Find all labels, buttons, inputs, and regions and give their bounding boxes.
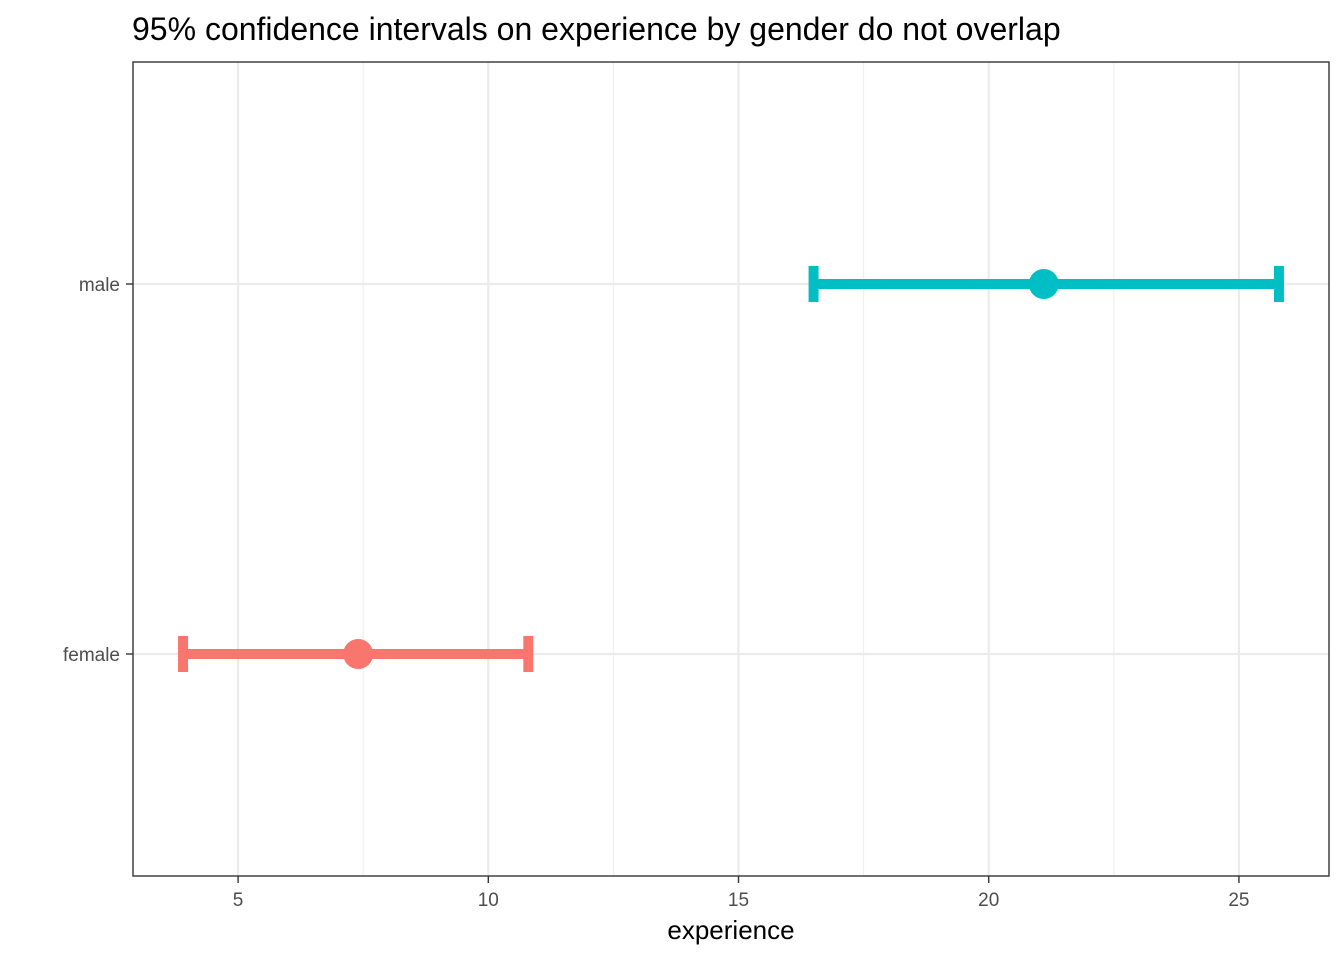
plot-panel [133,62,1329,876]
x-tick-label: 25 [1228,890,1249,911]
y-tick-label-female: female [63,645,120,666]
panel-border [132,61,1330,877]
panel-background [133,62,1329,876]
x-tick-label: 20 [978,890,999,911]
errorbar-male [808,266,1284,302]
estimate-point-male [1028,269,1059,299]
x-tick-label: 5 [233,890,244,911]
x-axis-title: experience [667,915,794,945]
y-tick-label-male: male [79,275,120,296]
data-marks [178,266,1284,672]
estimate-point-female [343,639,374,669]
x-tick-label: 10 [478,890,499,911]
x-tick-label: 15 [728,890,749,911]
chart-title: 95% confidence intervals on experience b… [132,11,1061,47]
axes: 5 10 15 20 25 female male [63,61,1330,911]
errorbar-female [178,636,534,672]
